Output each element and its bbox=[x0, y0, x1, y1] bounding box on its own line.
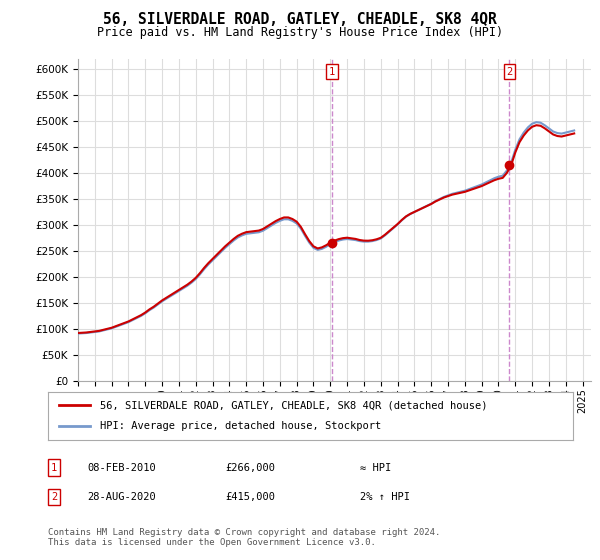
Text: £266,000: £266,000 bbox=[225, 463, 275, 473]
Text: 28-AUG-2020: 28-AUG-2020 bbox=[87, 492, 156, 502]
Text: 2: 2 bbox=[51, 492, 57, 502]
Text: HPI: Average price, detached house, Stockport: HPI: Average price, detached house, Stoc… bbox=[101, 421, 382, 431]
Text: 56, SILVERDALE ROAD, GATLEY, CHEADLE, SK8 4QR: 56, SILVERDALE ROAD, GATLEY, CHEADLE, SK… bbox=[103, 12, 497, 27]
Text: 1: 1 bbox=[329, 67, 335, 77]
Text: 08-FEB-2010: 08-FEB-2010 bbox=[87, 463, 156, 473]
Text: 2: 2 bbox=[506, 67, 512, 77]
Text: ≈ HPI: ≈ HPI bbox=[360, 463, 391, 473]
Text: £415,000: £415,000 bbox=[225, 492, 275, 502]
Text: 2% ↑ HPI: 2% ↑ HPI bbox=[360, 492, 410, 502]
Text: 1: 1 bbox=[51, 463, 57, 473]
Text: Contains HM Land Registry data © Crown copyright and database right 2024.
This d: Contains HM Land Registry data © Crown c… bbox=[48, 528, 440, 547]
Text: 56, SILVERDALE ROAD, GATLEY, CHEADLE, SK8 4QR (detached house): 56, SILVERDALE ROAD, GATLEY, CHEADLE, SK… bbox=[101, 400, 488, 410]
Text: Price paid vs. HM Land Registry's House Price Index (HPI): Price paid vs. HM Land Registry's House … bbox=[97, 26, 503, 39]
